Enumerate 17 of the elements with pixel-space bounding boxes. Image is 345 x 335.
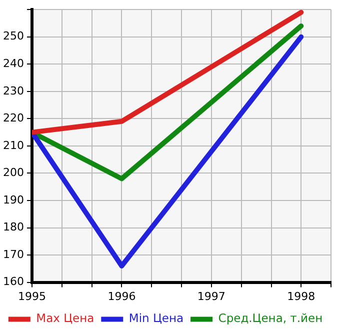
legend-label: Сред.Цена, т.йен <box>218 311 323 326</box>
y-tick-label: 200 <box>2 166 24 180</box>
y-tick-label: 220 <box>2 112 24 125</box>
y-tick-label: 210 <box>2 138 24 152</box>
y-tick-label: 190 <box>2 193 24 206</box>
x-tick-label: 1998 <box>287 290 316 303</box>
x-tick-label: 1995 <box>18 290 46 303</box>
y-tick-label: 170 <box>2 248 24 261</box>
y-tick-label: 250 <box>2 30 24 43</box>
legend-label: Max Цена <box>36 311 94 326</box>
y-tick-label: 160 <box>2 275 24 288</box>
x-tick-label: 1996 <box>108 290 136 303</box>
x-tick-label: 1997 <box>197 290 226 303</box>
y-tick-label: 180 <box>2 220 24 234</box>
legend-label: Min Цена <box>128 311 184 326</box>
y-tick-label: 230 <box>2 84 24 98</box>
y-tick-label: 240 <box>2 57 24 70</box>
